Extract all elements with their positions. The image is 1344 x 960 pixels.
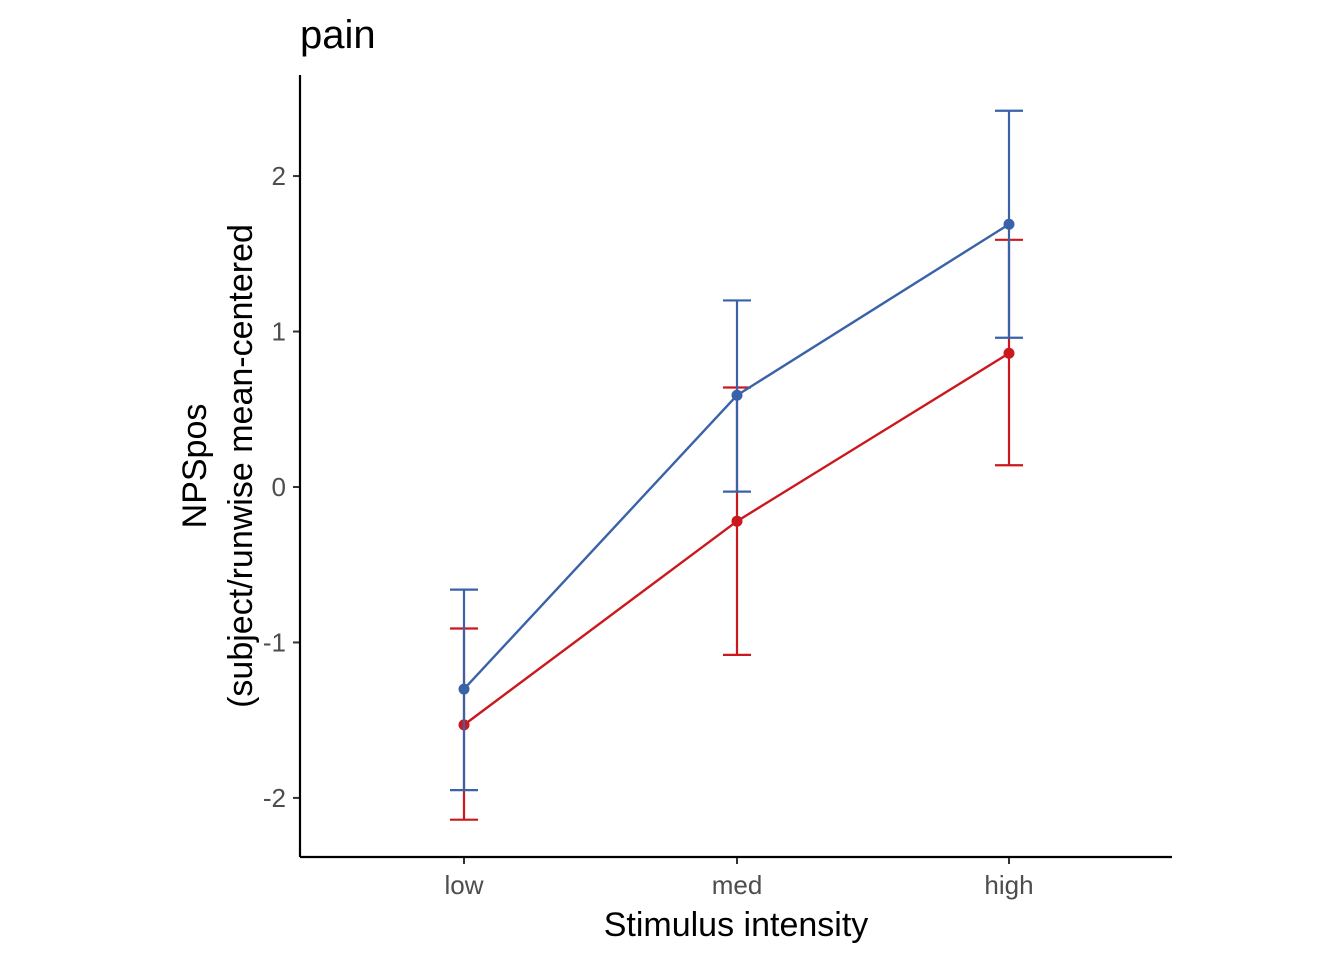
- y-axis-title-line-2: (subject/runwise mean-centered: [222, 224, 260, 708]
- data-point: [458, 683, 470, 695]
- x-tick-label-med: med: [712, 870, 763, 900]
- x-tick-label-low: low: [444, 870, 483, 900]
- x-tick-label-high: high: [984, 870, 1033, 900]
- y-axis-title-line-1: NPSpos: [176, 404, 214, 529]
- y-axis-title: NPSpos (subject/runwise mean-centered: [176, 224, 260, 708]
- x-axis-ticks: low med high: [444, 857, 1034, 900]
- data-point: [1003, 218, 1015, 230]
- y-axis-ticks: -2 -1 0 1 2: [263, 161, 300, 813]
- x-axis-title: Stimulus intensity: [604, 906, 869, 944]
- y-tick-label: 2: [272, 161, 286, 191]
- series-blue: [450, 109, 1023, 792]
- y-tick-label: -2: [263, 783, 286, 813]
- data-point: [731, 389, 743, 401]
- series-layer: [450, 109, 1023, 821]
- chart-title: pain: [300, 13, 376, 57]
- y-tick-label: 0: [272, 472, 286, 502]
- y-tick-label: -1: [263, 627, 286, 657]
- data-point: [1003, 347, 1015, 359]
- y-tick-label: 1: [272, 317, 286, 347]
- data-point: [731, 515, 743, 527]
